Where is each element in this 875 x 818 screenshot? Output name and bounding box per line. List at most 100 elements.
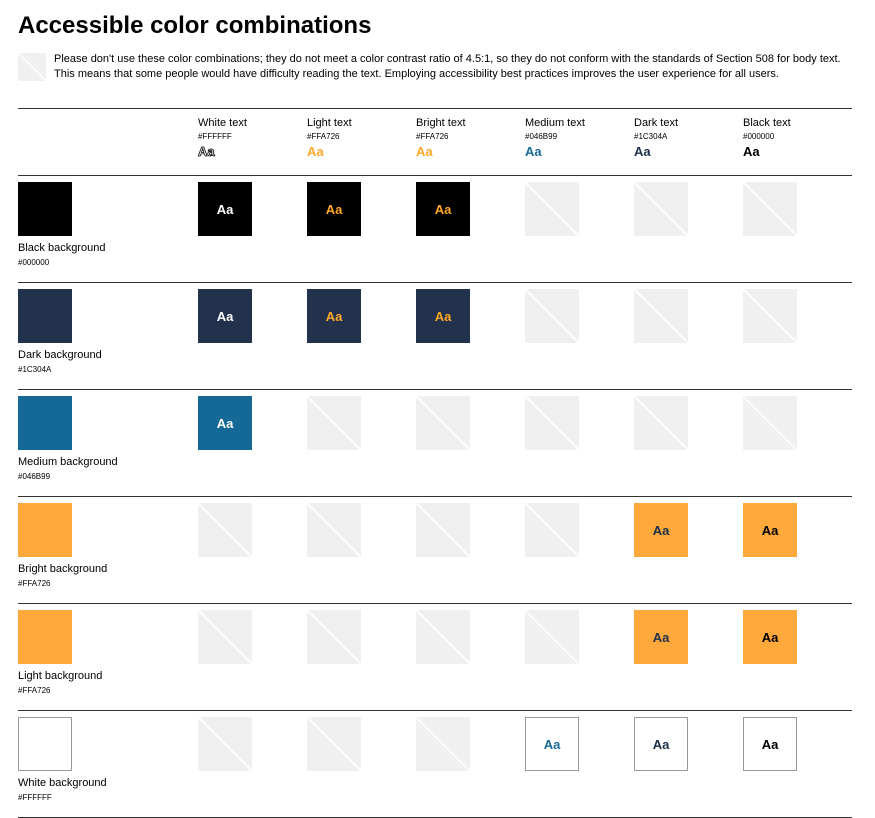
combination-cell xyxy=(307,604,416,711)
inaccessible-swatch-icon xyxy=(525,503,579,557)
inaccessible-swatch-icon xyxy=(743,182,797,236)
column-header-name: Light text xyxy=(307,117,352,129)
background-name: Light background xyxy=(18,670,103,682)
column-header-name: Medium text xyxy=(525,117,585,129)
inaccessible-swatch-icon xyxy=(525,396,579,450)
inaccessible-swatch-icon xyxy=(18,53,46,81)
column-header: Bright text #FFA726 Aa xyxy=(416,109,525,176)
column-header: Black text #000000 Aa xyxy=(743,109,852,176)
column-header-name: Black text xyxy=(743,117,791,129)
combination-cell xyxy=(634,390,743,497)
sample-swatch: Aa xyxy=(634,717,688,771)
background-name: Medium background xyxy=(18,456,118,468)
inaccessible-swatch-icon xyxy=(416,610,470,664)
combination-cell: Aa xyxy=(743,497,852,604)
combination-cell xyxy=(525,390,634,497)
row-header: Light background #FFA726 xyxy=(18,604,198,711)
column-header-hex: #FFA726 xyxy=(307,132,340,141)
warning-note-text: Please don't use these color combination… xyxy=(54,53,841,80)
background-name: Bright background xyxy=(18,563,108,575)
table-row: White background #FFFFFF Aa Aa Aa xyxy=(18,711,852,818)
combination-cell xyxy=(307,497,416,604)
combination-cell xyxy=(416,390,525,497)
column-header: Light text #FFA726 Aa xyxy=(307,109,416,176)
combination-cell: Aa xyxy=(634,497,743,604)
row-header: Dark background #1C304A xyxy=(18,283,198,390)
column-header-hex: #1C304A xyxy=(634,132,668,141)
column-header-hex: #000000 xyxy=(743,132,775,141)
combination-cell: Aa xyxy=(525,711,634,818)
column-header-sample: Aa xyxy=(743,144,760,159)
background-hex: #FFA726 xyxy=(18,579,51,588)
row-header: Black background #000000 xyxy=(18,176,198,283)
inaccessible-swatch-icon xyxy=(307,610,361,664)
column-header-hex: #046B99 xyxy=(525,132,558,141)
table-row: Dark background #1C304A Aa Aa Aa xyxy=(18,283,852,390)
combination-cell xyxy=(416,711,525,818)
column-header-hex: #FFFFFF xyxy=(198,132,232,141)
combination-cell xyxy=(307,390,416,497)
column-header: White text #FFFFFF Aa xyxy=(198,109,307,176)
inaccessible-swatch-icon xyxy=(525,289,579,343)
inaccessible-swatch-icon xyxy=(307,717,361,771)
table-row: Light background #FFA726 Aa Aa xyxy=(18,604,852,711)
table-body: Black background #000000 Aa Aa Aa Dark backgr… xyxy=(18,176,852,818)
sample-swatch: Aa xyxy=(307,289,361,343)
sample-swatch: Aa xyxy=(634,610,688,664)
background-hex: #FFFFFF xyxy=(18,793,52,802)
inaccessible-swatch-icon xyxy=(416,717,470,771)
inaccessible-swatch-icon xyxy=(743,396,797,450)
combination-cell xyxy=(525,283,634,390)
column-header: Dark text #1C304A Aa xyxy=(634,109,743,176)
sample-swatch: Aa xyxy=(307,182,361,236)
background-swatch xyxy=(18,610,72,664)
combination-cell xyxy=(743,390,852,497)
column-header-sample: Aa xyxy=(198,144,215,160)
background-name: Dark background xyxy=(18,349,102,361)
sample-swatch: Aa xyxy=(743,503,797,557)
column-header-name: Bright text xyxy=(416,117,466,129)
combination-cell xyxy=(198,604,307,711)
inaccessible-swatch-icon xyxy=(198,503,252,557)
background-hex: #000000 xyxy=(18,258,50,267)
combination-cell xyxy=(525,176,634,283)
combination-cell xyxy=(525,604,634,711)
inaccessible-swatch-icon xyxy=(525,182,579,236)
inaccessible-swatch-icon xyxy=(525,610,579,664)
page-title: Accessible color combinations xyxy=(18,12,372,39)
column-header-sample: Aa xyxy=(307,144,324,159)
sample-swatch: Aa xyxy=(743,610,797,664)
sample-swatch: Aa xyxy=(198,396,252,450)
combination-cell: Aa xyxy=(416,176,525,283)
column-header-sample: Aa xyxy=(525,144,542,159)
background-swatch xyxy=(18,182,72,236)
background-swatch xyxy=(18,396,72,450)
inaccessible-swatch-icon xyxy=(634,289,688,343)
background-swatch xyxy=(18,289,72,343)
background-swatch xyxy=(18,503,72,557)
background-hex: #046B99 xyxy=(18,472,51,481)
combination-cell xyxy=(198,711,307,818)
row-header: Bright background #FFA726 xyxy=(18,497,198,604)
combination-cell: Aa xyxy=(307,176,416,283)
inaccessible-swatch-icon xyxy=(307,503,361,557)
row-header: Medium background #046B99 xyxy=(18,390,198,497)
column-header-name: Dark text xyxy=(634,117,679,129)
inaccessible-swatch-icon xyxy=(634,182,688,236)
column-header-name: White text xyxy=(198,117,247,129)
combination-cell xyxy=(634,283,743,390)
table-header-row: White text #FFFFFF Aa Light text #FFA726 Aa Br… xyxy=(18,108,852,176)
inaccessible-swatch-icon xyxy=(743,289,797,343)
column-header: Medium text #046B99 Aa xyxy=(525,109,634,176)
combination-cell: Aa xyxy=(198,283,307,390)
inaccessible-swatch-icon xyxy=(416,396,470,450)
table-row: Black background #000000 Aa Aa Aa xyxy=(18,176,852,283)
background-swatch xyxy=(18,717,72,771)
sample-swatch: Aa xyxy=(198,289,252,343)
color-combination-table: White text #FFFFFF Aa Light text #FFA726 Aa Br… xyxy=(18,108,852,818)
column-header-sample: Aa xyxy=(416,144,433,159)
combination-cell xyxy=(416,604,525,711)
background-name: Black background xyxy=(18,242,106,254)
combination-cell xyxy=(198,497,307,604)
